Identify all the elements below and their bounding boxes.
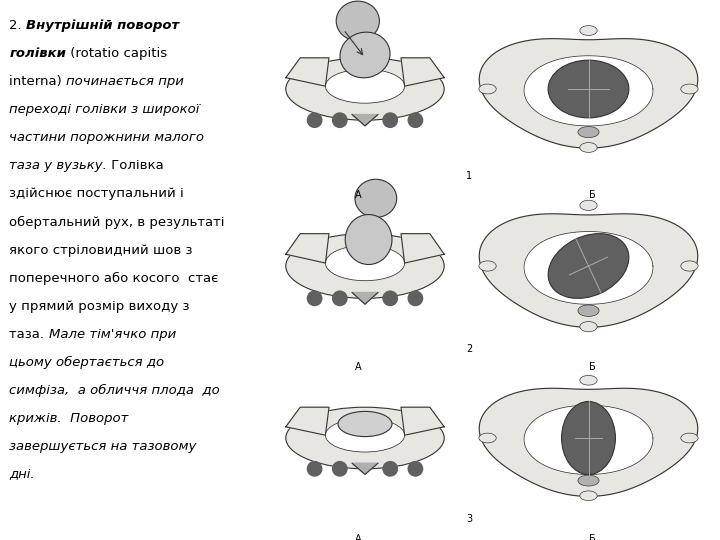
Ellipse shape [580, 491, 597, 501]
Ellipse shape [286, 407, 444, 469]
Circle shape [408, 291, 423, 306]
Ellipse shape [548, 234, 629, 299]
Polygon shape [401, 407, 444, 435]
Polygon shape [524, 405, 653, 475]
Text: Б: Б [589, 362, 596, 372]
Circle shape [333, 462, 347, 476]
Ellipse shape [336, 1, 379, 41]
Text: дні.: дні. [9, 468, 35, 481]
Circle shape [408, 113, 423, 127]
Text: А: А [354, 534, 361, 540]
Ellipse shape [681, 433, 698, 443]
Text: крижів.  Поворот: крижів. Поворот [9, 412, 129, 425]
Text: поперечного або косого  стає: поперечного або косого стає [9, 272, 219, 285]
Ellipse shape [286, 58, 444, 120]
Text: А: А [354, 362, 361, 372]
Circle shape [383, 462, 397, 476]
Text: таза у вузьку.: таза у вузьку. [9, 159, 107, 172]
Text: (rotatio capitis: (rotatio capitis [66, 47, 167, 60]
Text: частини порожнини малого: частини порожнини малого [9, 131, 204, 144]
Ellipse shape [355, 179, 397, 218]
Text: 2.: 2. [9, 19, 26, 32]
Circle shape [307, 291, 322, 306]
Text: 3: 3 [466, 514, 472, 524]
Ellipse shape [479, 433, 496, 443]
Text: 2: 2 [466, 343, 472, 354]
Text: симфіза,  а обличчя плода  до: симфіза, а обличчя плода до [9, 384, 220, 397]
Text: цьому обертається до: цьому обертається до [9, 356, 164, 369]
Polygon shape [480, 388, 698, 496]
Ellipse shape [325, 245, 405, 281]
Ellipse shape [580, 321, 597, 332]
Polygon shape [480, 214, 698, 327]
Polygon shape [524, 56, 653, 126]
Ellipse shape [338, 411, 392, 437]
Text: Внутрішній поворот: Внутрішній поворот [26, 19, 179, 32]
Ellipse shape [548, 60, 629, 118]
Circle shape [333, 113, 347, 127]
Circle shape [307, 462, 322, 476]
Ellipse shape [681, 84, 698, 94]
Ellipse shape [681, 261, 698, 271]
Ellipse shape [578, 305, 599, 316]
Text: А: А [354, 190, 361, 200]
Text: переході голівки з широкої: переході голівки з широкої [9, 103, 199, 116]
Text: 1: 1 [466, 171, 472, 181]
Ellipse shape [325, 418, 405, 452]
Circle shape [333, 291, 347, 306]
Text: якого стріловидний шов з: якого стріловидний шов з [9, 244, 193, 256]
Polygon shape [401, 58, 444, 86]
Polygon shape [352, 114, 378, 126]
Text: таза.: таза. [9, 328, 49, 341]
Text: у прямий розмір виходу з: у прямий розмір виходу з [9, 300, 190, 313]
Polygon shape [352, 293, 378, 304]
Ellipse shape [580, 375, 597, 385]
Text: Мале тім'ячко при: Мале тім'ячко при [49, 328, 176, 341]
Ellipse shape [580, 25, 597, 36]
Ellipse shape [578, 126, 599, 138]
Ellipse shape [578, 475, 599, 486]
Text: Голівка: Голівка [107, 159, 164, 172]
Ellipse shape [562, 401, 616, 475]
Polygon shape [401, 234, 444, 263]
Text: Б: Б [589, 190, 596, 200]
Ellipse shape [580, 200, 597, 211]
Ellipse shape [325, 69, 405, 103]
Circle shape [408, 462, 423, 476]
Ellipse shape [340, 32, 390, 78]
Polygon shape [286, 407, 329, 435]
Text: голівки: голівки [9, 47, 66, 60]
Polygon shape [524, 232, 653, 305]
Polygon shape [286, 58, 329, 86]
Circle shape [383, 113, 397, 127]
Text: завершується на тазовому: завершується на тазовому [9, 440, 197, 453]
Ellipse shape [286, 234, 444, 298]
Ellipse shape [479, 261, 496, 271]
Text: обертальний рух, в результаті: обертальний рух, в результаті [9, 215, 225, 228]
Circle shape [383, 291, 397, 306]
Text: починається при: починається при [66, 75, 184, 88]
Polygon shape [352, 463, 378, 475]
Text: здійснює поступальний і: здійснює поступальний і [9, 187, 184, 200]
Ellipse shape [479, 84, 496, 94]
Polygon shape [286, 234, 329, 263]
Ellipse shape [345, 214, 392, 265]
Circle shape [307, 113, 322, 127]
Ellipse shape [580, 143, 597, 152]
Text: Б: Б [589, 534, 596, 540]
Polygon shape [480, 39, 698, 148]
Text: interna): interna) [9, 75, 66, 88]
